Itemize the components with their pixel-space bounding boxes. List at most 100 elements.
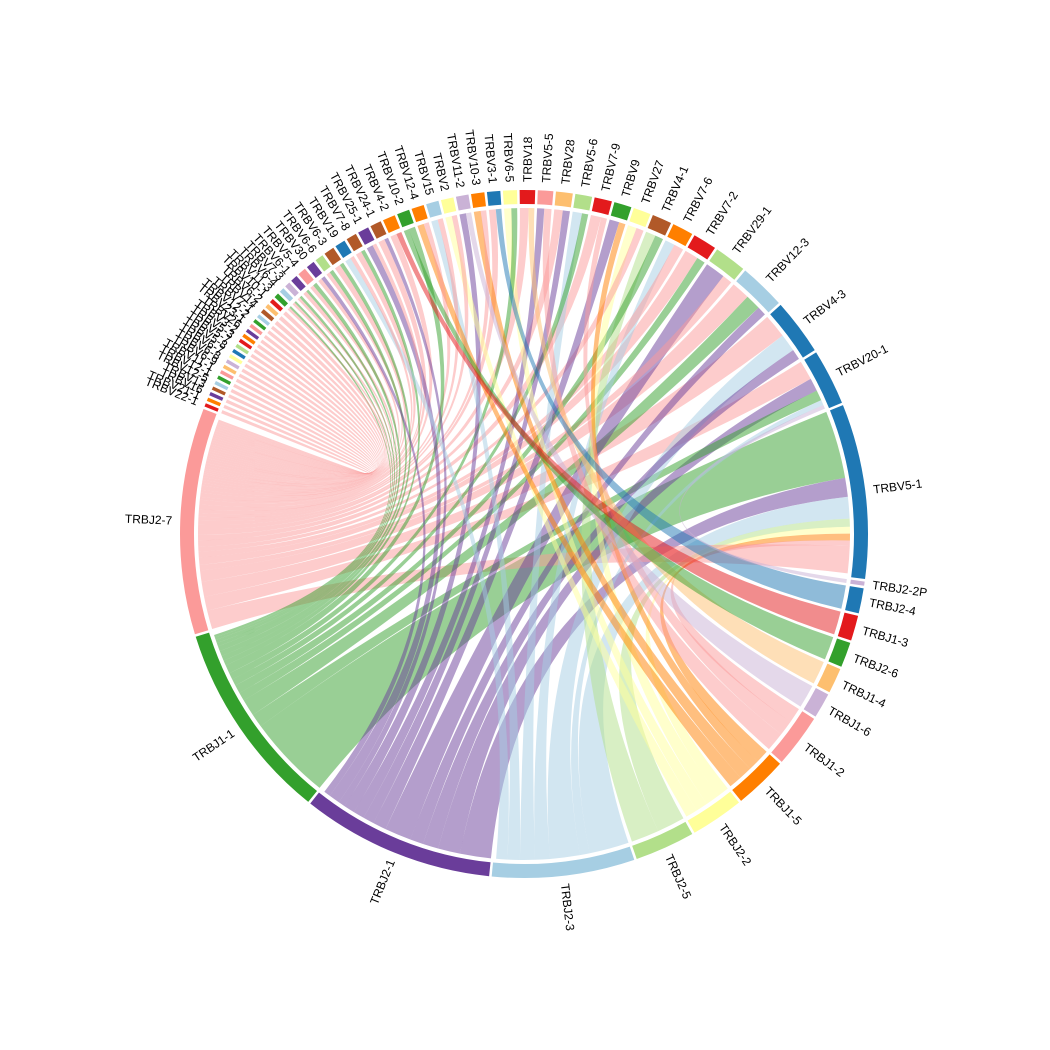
sector-trbv6-2 <box>265 304 279 317</box>
sector-trbv26 <box>245 328 260 340</box>
sector-trbj2-2p <box>850 579 865 586</box>
sector-label: TRBJ1-3 <box>861 624 911 651</box>
chord-sectors <box>179 190 869 879</box>
chord-link <box>207 334 382 478</box>
chord-link <box>243 296 759 715</box>
sector-trbv6-7 <box>228 354 243 365</box>
sector-label: TRBV5-1 <box>872 476 923 496</box>
sector-trbj1-6 <box>803 687 829 717</box>
sector-trbv3-1 <box>486 190 502 206</box>
sector-trbv30 <box>306 261 323 279</box>
chord-link <box>204 361 811 611</box>
sector-trbv11-3 <box>274 293 289 307</box>
sector-trbv11-1 <box>219 370 234 380</box>
sector-label: TRBV18 <box>521 136 535 182</box>
chord-link <box>345 258 509 860</box>
sector-trbv18 <box>519 190 536 205</box>
chord-link <box>208 339 381 478</box>
sector-trbv6-9 <box>222 364 237 375</box>
sector-trbv4-1 <box>647 215 672 236</box>
chord-link <box>344 213 481 813</box>
sector-trbv12-1 <box>217 375 232 385</box>
chord-link <box>431 219 521 860</box>
sector-label: TRBV5-5 <box>539 133 556 183</box>
sector-trbv5-6 <box>573 193 593 211</box>
sector-trbj1-2 <box>771 711 815 762</box>
sector-trbv10-2 <box>397 209 414 228</box>
sector-label: TRBV4-3 <box>801 287 849 328</box>
sector-trbv11-2 <box>455 194 471 211</box>
chord-link <box>206 325 384 480</box>
chord-link <box>208 344 380 477</box>
chord-link <box>534 240 675 860</box>
chord-link <box>385 264 724 840</box>
sector-trbv5-1 <box>829 405 869 580</box>
sector-trbj2-5 <box>632 821 693 859</box>
sector-trbj2-1 <box>310 792 491 877</box>
sector-trbv21-1 <box>206 397 222 407</box>
sector-label: TRBV20-1 <box>834 341 891 379</box>
sector-trbj1-1 <box>195 632 318 802</box>
chord-link <box>373 219 620 830</box>
sector-trbv5-7 <box>235 343 249 355</box>
sector-trbv7-8 <box>346 233 363 252</box>
sector-trbj1-4 <box>817 663 841 693</box>
sector-trbv6-8 <box>225 359 240 370</box>
sector-trbv12-2 <box>253 319 267 331</box>
sector-trbv4-3 <box>770 304 815 358</box>
sector-label: TRBJ1-6 <box>826 704 874 740</box>
sector-trbv20-1 <box>804 352 842 409</box>
sector-label: TRBJ2-6 <box>851 651 901 681</box>
chord-link <box>216 399 373 475</box>
chord-link <box>217 410 373 476</box>
sector-trbv19 <box>335 240 352 258</box>
sector-trbj2-7 <box>179 408 217 635</box>
sector-label: TRBJ2-4 <box>868 596 917 619</box>
sector-trbv5-4 <box>298 268 314 285</box>
sector-label: TRBV6-5 <box>501 133 517 183</box>
sector-label: TRBJ2-7 <box>125 512 173 528</box>
sector-trbv24-1 <box>370 221 387 239</box>
sector-trbv12-4 <box>411 204 428 223</box>
sector-trbv6-3 <box>324 247 342 266</box>
chord-link <box>321 276 426 796</box>
sector-label: TRBV5-6 <box>578 137 600 188</box>
sector-trbj1-5 <box>732 754 781 801</box>
sector-trbv6-6 <box>315 255 331 272</box>
chord-link <box>547 335 794 859</box>
sector-trbj2-4 <box>845 586 864 614</box>
sector-label: TRBJ2-2 <box>716 821 754 868</box>
sector-label: TRBJ1-2 <box>801 740 847 780</box>
chord-link <box>583 217 791 735</box>
sector-label: TRBJ2-3 <box>558 883 577 932</box>
sector-trbj1-3 <box>837 612 859 641</box>
chord-link <box>581 231 659 842</box>
sector-trbj2-6 <box>828 638 851 667</box>
sector-trbj2-3 <box>491 846 635 879</box>
sector-trbv2 <box>440 197 457 214</box>
sector-trbv25-1 <box>358 227 375 245</box>
sector-trbv7-3 <box>285 282 299 297</box>
chord-link <box>223 249 421 666</box>
sector-trbv5-3 <box>238 338 253 350</box>
sector-trbv6-4 <box>279 288 294 302</box>
sector-trbv28 <box>554 191 573 208</box>
sector-trbv22-1 <box>204 403 219 412</box>
sector-trbj2-2 <box>687 791 740 833</box>
sector-label: TRBJ2-5 <box>662 852 694 901</box>
sector-trbv14 <box>260 309 275 322</box>
sector-trbv16 <box>209 392 224 401</box>
sector-trbv10-3 <box>470 192 486 208</box>
sector-trbv13 <box>211 386 226 396</box>
chord-link <box>205 320 386 481</box>
chord-link <box>260 411 846 788</box>
sector-label: TRBJ1-4 <box>839 678 888 711</box>
sector-trbv23-1 <box>249 323 263 336</box>
sector-trbv7-9 <box>591 197 612 215</box>
chord-links <box>197 208 850 860</box>
sector-label: TRBV29-1 <box>730 203 775 256</box>
sector-trbv29-1 <box>709 249 744 280</box>
sector-trbv6-1 <box>291 276 306 292</box>
sector-trbv7-2 <box>687 235 716 260</box>
